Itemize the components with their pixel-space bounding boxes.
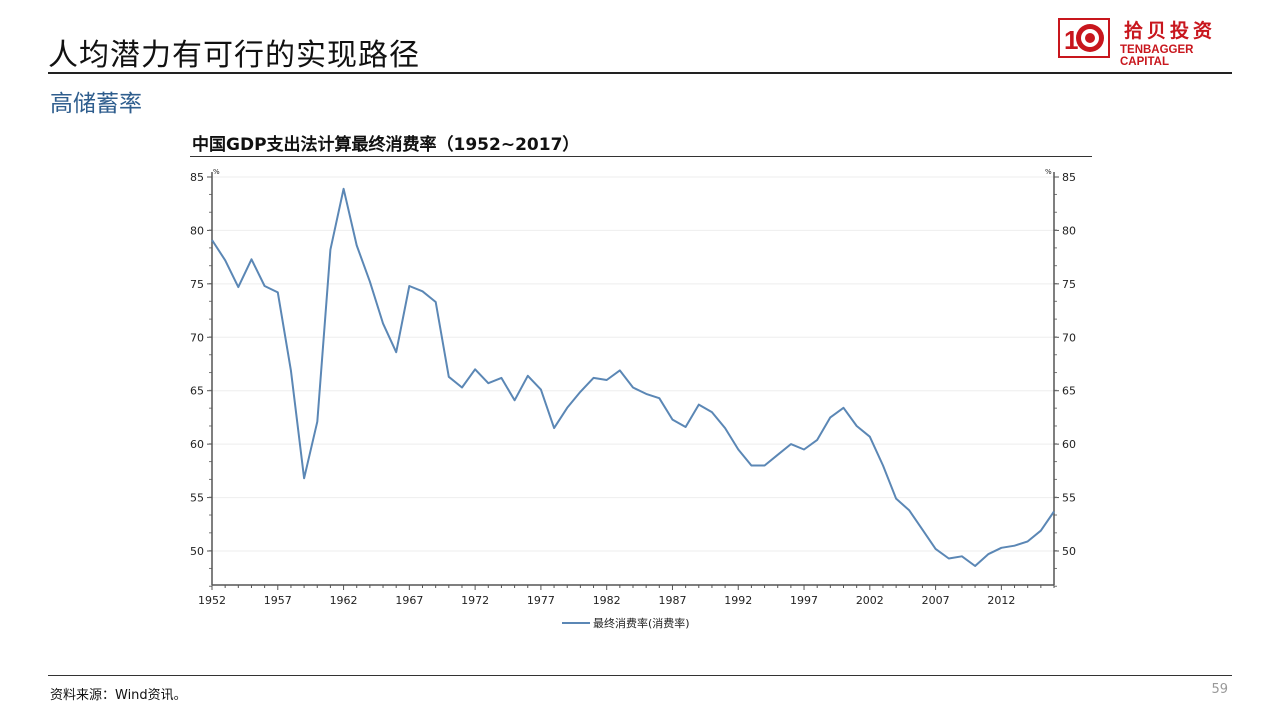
x-tick-label: 1972 xyxy=(461,594,489,607)
y-tick-label-left: 70 xyxy=(190,331,204,344)
y-unit-right: % xyxy=(1045,168,1052,176)
x-tick-label: 1967 xyxy=(395,594,423,607)
y-tick-label-right: 50 xyxy=(1062,545,1076,558)
y-tick-label-left: 85 xyxy=(190,171,204,184)
logo-mark-icon: 1 xyxy=(1058,18,1110,58)
x-tick-label: 2007 xyxy=(922,594,950,607)
x-tick-label: 1977 xyxy=(527,594,555,607)
x-tick-label: 1952 xyxy=(198,594,226,607)
x-tick-label: 2002 xyxy=(856,594,884,607)
y-tick-label-right: 55 xyxy=(1062,492,1076,505)
y-tick-label-left: 55 xyxy=(190,492,204,505)
chart-title: 中国GDP支出法计算最终消费率（1952~2017） xyxy=(192,135,580,155)
y-tick-label-right: 80 xyxy=(1062,224,1076,237)
x-tick-label: 1957 xyxy=(264,594,292,607)
y-tick-label-right: 60 xyxy=(1062,438,1076,451)
footer-divider xyxy=(48,675,1232,676)
slide-title: 人均潜力有可行的实现路径 xyxy=(48,38,420,73)
source-note: 资料来源：Wind资讯。 xyxy=(50,688,187,703)
x-tick-label: 1982 xyxy=(593,594,621,607)
series-line xyxy=(211,187,1055,567)
y-unit-left: % xyxy=(213,168,220,176)
title-divider xyxy=(48,72,1232,74)
logo-text-en: TENBAGGER CAPITAL xyxy=(1120,44,1194,68)
y-tick-label-right: 85 xyxy=(1062,171,1076,184)
legend-label: 最终消费率(消费率) xyxy=(593,616,690,630)
x-tick-label: 1997 xyxy=(790,594,818,607)
y-tick-label-left: 80 xyxy=(190,224,204,237)
logo-text-cn: 拾贝投资 xyxy=(1124,20,1217,42)
company-logo: 1 拾贝投资 TENBAGGER CAPITAL xyxy=(1058,16,1238,68)
y-tick-label-left: 60 xyxy=(190,438,204,451)
y-tick-label-right: 65 xyxy=(1062,385,1076,398)
y-tick-label-right: 70 xyxy=(1062,331,1076,344)
slide-subtitle: 高储蓄率 xyxy=(50,91,142,117)
page-number: 59 xyxy=(1211,682,1228,697)
svg-text:1: 1 xyxy=(1064,25,1078,55)
x-tick-label: 1987 xyxy=(658,594,686,607)
chart-title-divider xyxy=(190,156,1092,157)
y-tick-label-right: 75 xyxy=(1062,278,1076,291)
x-tick-label: 1992 xyxy=(724,594,752,607)
y-tick-label-left: 50 xyxy=(190,545,204,558)
y-tick-label-left: 65 xyxy=(190,385,204,398)
x-tick-label: 2012 xyxy=(987,594,1015,607)
y-tick-label-left: 75 xyxy=(190,278,204,291)
x-tick-label: 1962 xyxy=(330,594,358,607)
